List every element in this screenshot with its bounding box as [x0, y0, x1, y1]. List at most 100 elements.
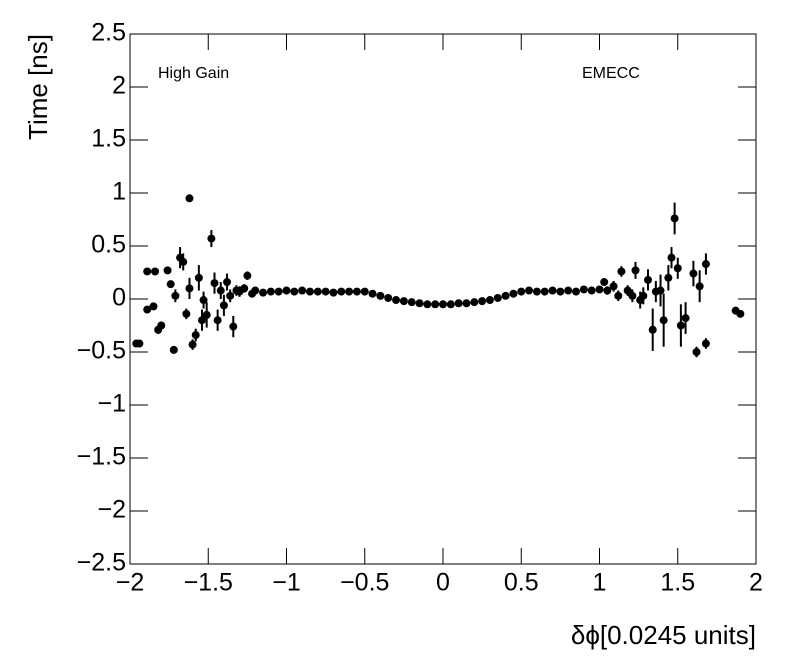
data-point	[352, 287, 361, 296]
data-point	[701, 260, 710, 269]
data-point	[648, 325, 657, 334]
data-point	[282, 286, 291, 295]
data-point	[179, 257, 188, 266]
y-tick-label: −1.5	[77, 443, 126, 471]
data-point	[525, 286, 534, 295]
data-point	[149, 302, 158, 311]
x-tick-label: 2	[749, 569, 763, 597]
data-point	[169, 345, 178, 354]
x-tick-label: −1	[272, 569, 301, 597]
data-point	[182, 309, 191, 318]
data-point	[240, 284, 249, 293]
data-point	[197, 316, 206, 325]
data-point	[243, 271, 252, 280]
data-point	[676, 321, 685, 330]
data-point	[579, 285, 588, 294]
data-point	[259, 288, 268, 297]
data-point	[219, 301, 228, 310]
data-point	[423, 300, 432, 309]
data-point	[185, 284, 194, 293]
data-point	[329, 288, 338, 297]
data-point	[337, 287, 346, 296]
data-point	[628, 291, 637, 300]
y-tick-label: 0	[112, 284, 126, 312]
data-point	[509, 289, 518, 298]
data-point	[454, 299, 463, 308]
data-point	[659, 316, 668, 325]
data-point	[631, 266, 640, 275]
data-point	[532, 287, 541, 296]
data-point	[540, 287, 549, 296]
data-point	[321, 287, 330, 296]
data-point	[345, 287, 354, 296]
data-point	[564, 286, 573, 295]
y-tick-label: −2.5	[77, 549, 126, 577]
data-point	[431, 300, 440, 309]
data-point	[384, 293, 393, 302]
data-point	[229, 322, 238, 331]
data-point	[157, 321, 166, 330]
x-tick-label: −1.5	[184, 569, 233, 597]
data-point	[439, 300, 447, 309]
data-point	[213, 316, 222, 325]
data-point	[202, 310, 211, 319]
y-tick-label: 2	[112, 72, 126, 100]
data-point	[143, 305, 152, 314]
data-point	[692, 348, 701, 356]
data-point	[194, 273, 203, 282]
data-point	[470, 298, 479, 307]
data-point	[556, 287, 565, 296]
y-tick-label: −0.5	[77, 337, 126, 365]
data-point	[376, 291, 385, 300]
y-tick-label: 1	[112, 178, 126, 206]
data-point	[614, 291, 623, 300]
data-point	[407, 298, 416, 307]
data-point	[207, 234, 216, 243]
data-point	[689, 269, 698, 278]
y-tick-label: −2	[97, 496, 126, 524]
data-point	[290, 287, 299, 296]
data-point	[251, 286, 260, 295]
data-point	[595, 285, 604, 294]
x-tick-label: 0.5	[504, 569, 539, 597]
data-point	[667, 253, 676, 262]
y-tick-label: −1	[97, 390, 126, 418]
x-tick-label: −0.5	[340, 569, 389, 597]
data-point	[623, 286, 632, 295]
data-point	[191, 331, 200, 340]
x-tick-label: 1	[593, 569, 607, 597]
data-point	[493, 293, 502, 302]
data-point	[736, 309, 745, 318]
data-point	[600, 278, 609, 287]
data-point	[587, 286, 596, 295]
data-point	[603, 286, 612, 295]
x-tick-label: 0	[436, 569, 450, 597]
data-point	[639, 291, 648, 300]
annotation: EMECC	[582, 65, 640, 82]
data-point	[673, 264, 682, 273]
data-point	[313, 287, 322, 296]
data-point	[617, 267, 626, 276]
data-point	[185, 194, 194, 203]
data-point	[548, 286, 557, 295]
data-point	[664, 273, 673, 282]
data-point	[446, 300, 455, 309]
data-point	[485, 296, 494, 305]
data-point	[360, 287, 369, 296]
data-point	[609, 282, 618, 291]
data-point	[517, 287, 526, 296]
data-point	[143, 267, 152, 276]
data-point	[166, 280, 175, 289]
data-point	[210, 279, 219, 288]
data-point	[151, 267, 160, 276]
data-point	[226, 291, 235, 300]
annotation: High Gain	[158, 65, 229, 82]
data-point	[399, 297, 408, 306]
data-point	[368, 289, 377, 298]
data-point	[392, 296, 401, 305]
x-tick-label: 1.5	[660, 569, 695, 597]
data-point	[305, 287, 314, 296]
data-point	[572, 287, 581, 296]
data-point	[656, 286, 665, 295]
